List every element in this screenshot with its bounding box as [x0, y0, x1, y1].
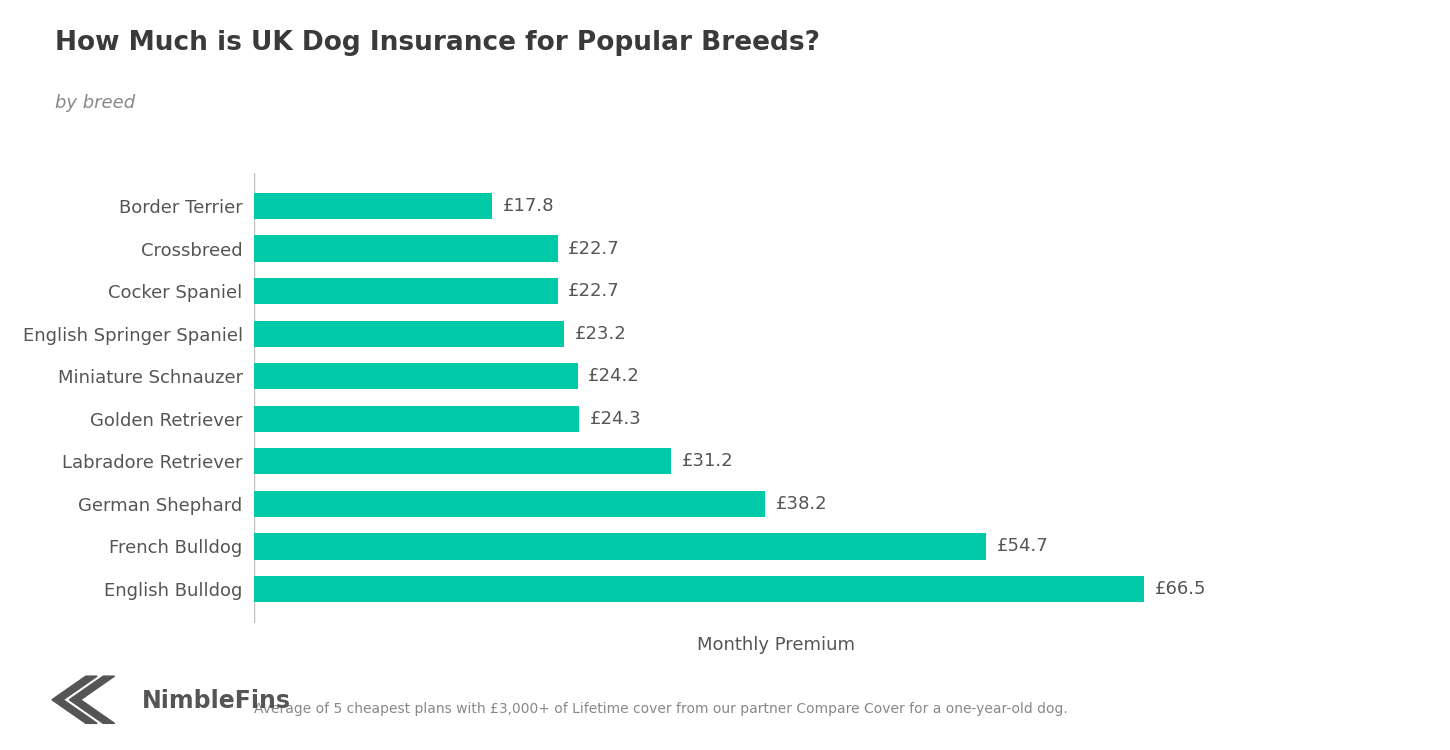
Text: £22.7: £22.7 [568, 240, 621, 258]
Text: £22.7: £22.7 [568, 282, 621, 300]
Text: NimbleFins: NimbleFins [142, 689, 291, 713]
Text: £17.8: £17.8 [503, 197, 554, 215]
Bar [254, 363, 577, 389]
Bar [254, 320, 564, 347]
Bar [254, 278, 558, 304]
Text: £66.5: £66.5 [1154, 580, 1206, 598]
Bar [254, 406, 579, 432]
Bar [254, 236, 558, 262]
Text: by breed: by breed [55, 94, 135, 112]
Text: £54.7: £54.7 [996, 537, 1048, 555]
X-axis label: Monthly Premium: Monthly Premium [697, 637, 854, 655]
Bar [254, 490, 766, 517]
Bar [254, 576, 1144, 602]
Bar [254, 193, 492, 219]
Text: £24.3: £24.3 [590, 410, 641, 428]
Text: £24.2: £24.2 [589, 368, 639, 386]
Text: £31.2: £31.2 [682, 452, 734, 470]
Polygon shape [70, 676, 115, 723]
Text: £23.2: £23.2 [576, 325, 626, 343]
Text: £38.2: £38.2 [776, 495, 828, 513]
Bar [254, 448, 671, 475]
Text: Average of 5 cheapest plans with £3,000+ of Lifetime cover from our partner Comp: Average of 5 cheapest plans with £3,000+… [254, 702, 1067, 715]
Polygon shape [52, 676, 97, 723]
Bar [254, 533, 986, 560]
Text: How Much is UK Dog Insurance for Popular Breeds?: How Much is UK Dog Insurance for Popular… [55, 30, 821, 56]
